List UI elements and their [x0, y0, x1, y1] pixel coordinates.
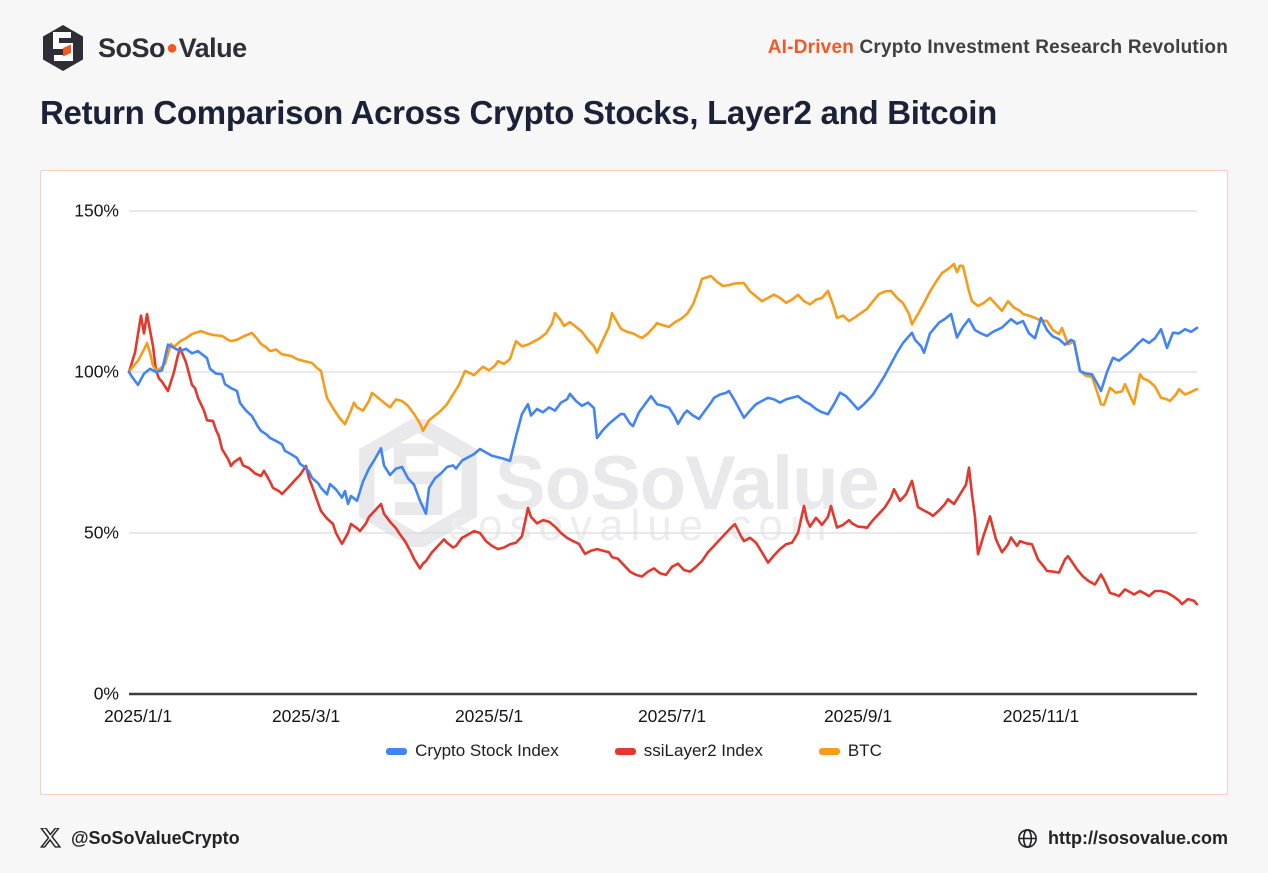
legend-item-ssilayer2-index[interactable]: ssiLayer2 Index — [614, 741, 763, 761]
legend-label: BTC — [847, 741, 882, 760]
footer: @SoSoValueCrypto http://sosovalue.com — [40, 820, 1228, 856]
series-line-ssilayer2-index — [127, 312, 1199, 606]
tagline-rest: Crypto Investment Research Revolution — [854, 37, 1228, 58]
sosovalue-logo-icon — [43, 25, 83, 71]
x-tick-label: 2025/5/1 — [455, 706, 523, 726]
legend-swatch-red — [614, 747, 636, 755]
y-tick-label: 150% — [74, 201, 119, 221]
line-chart: 0% 50% 100% 150% 2025/1/1 2025/3/1 2025/5/1 202… — [74, 201, 1199, 726]
x-twitter-icon — [40, 828, 61, 848]
footer-twitter[interactable]: @SoSoValueCrypto — [40, 828, 240, 849]
x-tick-label: 2025/1/1 — [104, 706, 172, 726]
brand-name-right: Value — [178, 32, 248, 63]
header-bar: SoSo ● Value AI-Driven Crypto Investment R… — [40, 22, 1228, 74]
tagline-highlight: AI-Driven — [767, 37, 855, 58]
brand-name-left: SoSo — [98, 32, 166, 63]
tagline: AI-Driven Crypto Investment Research Rev… — [768, 37, 1228, 59]
x-tick-label: 2025/9/1 — [824, 706, 892, 726]
brand-dot: ● — [166, 37, 178, 59]
globe-icon — [1018, 828, 1037, 848]
footer-website[interactable]: http://sosovalue.com — [1017, 828, 1228, 849]
legend-item-btc[interactable]: BTC — [818, 741, 882, 761]
legend-item-crypto-stock-index[interactable]: Crypto Stock Index — [386, 741, 559, 761]
x-tick-label: 2025/11/1 — [1003, 706, 1080, 726]
chart-card: SoSoValue sosovalue.com 0% 50% 100% 150% 202… — [40, 170, 1228, 795]
series-line-crypto-stock-index — [127, 312, 1199, 516]
series-line-btc — [127, 262, 1199, 433]
y-tick-label: 100% — [74, 362, 119, 382]
brand-name: SoSo ● Value — [98, 33, 247, 64]
legend-label: ssiLayer2 Index — [643, 741, 763, 760]
twitter-handle: @SoSoValueCrypto — [71, 827, 240, 848]
y-tick-label: 50% — [84, 523, 119, 543]
y-tick-label: 0% — [94, 684, 119, 704]
legend-label: Crypto Stock Index — [415, 741, 559, 760]
legend-swatch-orange — [818, 747, 840, 755]
page-title: Return Comparison Across Crypto Stocks, … — [40, 94, 997, 131]
x-tick-label: 2025/3/1 — [272, 706, 340, 726]
website-url: http://sosovalue.com — [1047, 827, 1228, 848]
legend-swatch-blue — [386, 747, 408, 755]
x-tick-label: 2025/7/1 — [638, 706, 706, 726]
brand: SoSo ● Value — [40, 23, 247, 73]
chart-legend: Crypto Stock Index ssiLayer2 Index BTC — [41, 741, 1227, 761]
